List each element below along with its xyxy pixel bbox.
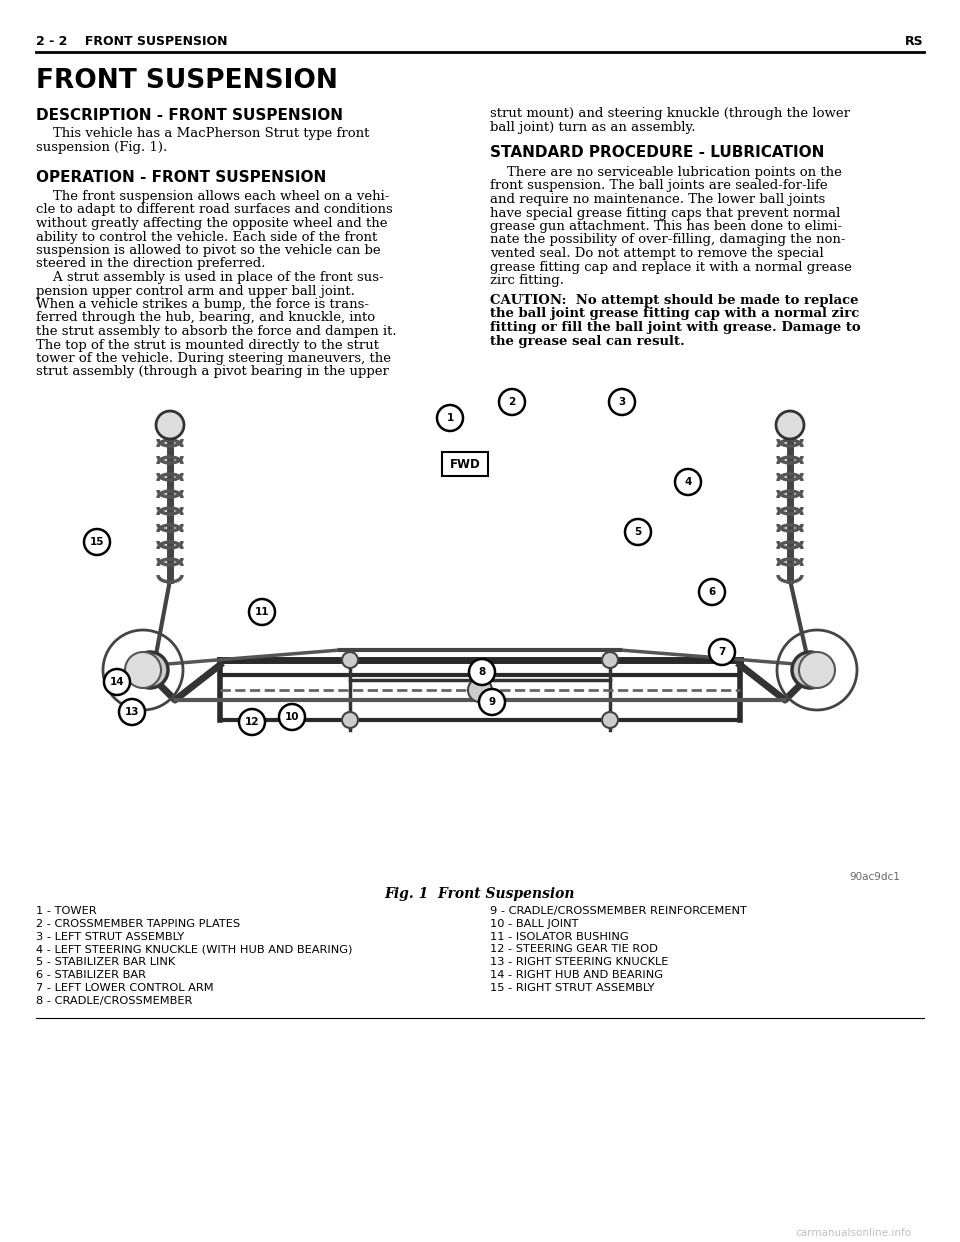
Circle shape [792,652,828,688]
Text: 5 - STABILIZER BAR LINK: 5 - STABILIZER BAR LINK [36,958,176,968]
Text: zirc fitting.: zirc fitting. [490,274,564,287]
Text: tower of the vehicle. During steering maneuvers, the: tower of the vehicle. During steering ma… [36,351,391,365]
Circle shape [609,389,635,415]
Text: 9: 9 [489,697,495,707]
Text: 10: 10 [285,712,300,722]
Circle shape [479,689,505,715]
Text: 1 - TOWER: 1 - TOWER [36,905,97,917]
FancyBboxPatch shape [442,452,488,476]
Text: 1: 1 [446,414,454,424]
Text: 3: 3 [618,397,626,407]
Text: RS: RS [905,35,924,48]
Text: STANDARD PROCEDURE - LUBRICATION: STANDARD PROCEDURE - LUBRICATION [490,145,825,160]
Text: 3 - LEFT STRUT ASSEMBLY: 3 - LEFT STRUT ASSEMBLY [36,932,184,941]
Text: OPERATION - FRONT SUSPENSION: OPERATION - FRONT SUSPENSION [36,170,326,185]
Text: Fig. 1  Front Suspension: Fig. 1 Front Suspension [385,887,575,900]
Text: ability to control the vehicle. Each side of the front: ability to control the vehicle. Each sid… [36,231,377,243]
Text: There are no serviceable lubrication points on the: There are no serviceable lubrication poi… [490,166,842,179]
Text: 2 - 2    FRONT SUSPENSION: 2 - 2 FRONT SUSPENSION [36,35,228,48]
Text: 7: 7 [718,647,726,657]
Circle shape [602,712,618,728]
Text: suspension is allowed to pivot so the vehicle can be: suspension is allowed to pivot so the ve… [36,243,380,257]
Text: 15: 15 [89,537,105,546]
Text: strut mount) and steering knuckle (through the lower: strut mount) and steering knuckle (throu… [490,107,850,120]
Text: vented seal. Do not attempt to remove the special: vented seal. Do not attempt to remove th… [490,247,824,260]
Text: pension upper control arm and upper ball joint.: pension upper control arm and upper ball… [36,284,355,298]
Text: have special grease fitting caps that prevent normal: have special grease fitting caps that pr… [490,206,840,220]
Text: 11 - ISOLATOR BUSHING: 11 - ISOLATOR BUSHING [490,932,629,941]
Circle shape [625,519,651,545]
Text: When a vehicle strikes a bump, the force is trans-: When a vehicle strikes a bump, the force… [36,298,369,310]
Text: 90ac9dc1: 90ac9dc1 [850,872,900,882]
Text: CAUTION:  No attempt should be made to replace: CAUTION: No attempt should be made to re… [490,294,858,307]
Text: 8: 8 [478,667,486,677]
Text: 15 - RIGHT STRUT ASSEMBLY: 15 - RIGHT STRUT ASSEMBLY [490,982,655,992]
Text: The front suspension allows each wheel on a vehi-: The front suspension allows each wheel o… [36,190,390,202]
Text: 12 - STEERING GEAR TIE ROD: 12 - STEERING GEAR TIE ROD [490,944,658,954]
Text: steered in the direction preferred.: steered in the direction preferred. [36,257,266,271]
Text: suspension (Fig. 1).: suspension (Fig. 1). [36,140,167,154]
Text: ball joint) turn as an assembly.: ball joint) turn as an assembly. [490,120,695,133]
Circle shape [699,579,725,605]
Text: 6 - STABILIZER BAR: 6 - STABILIZER BAR [36,970,146,980]
Text: the strut assembly to absorb the force and dampen it.: the strut assembly to absorb the force a… [36,325,396,338]
Text: 9 - CRADLE/CROSSMEMBER REINFORCEMENT: 9 - CRADLE/CROSSMEMBER REINFORCEMENT [490,905,747,917]
Text: FRONT SUSPENSION: FRONT SUSPENSION [36,68,338,94]
Text: 4: 4 [684,477,692,487]
Text: cle to adapt to different road surfaces and conditions: cle to adapt to different road surfaces … [36,204,393,216]
Text: The top of the strut is mounted directly to the strut: The top of the strut is mounted directly… [36,339,379,351]
Circle shape [119,699,145,725]
Text: A strut assembly is used in place of the front sus-: A strut assembly is used in place of the… [36,271,384,284]
Text: FWD: FWD [449,457,480,471]
Circle shape [249,599,275,625]
Text: 5: 5 [635,527,641,537]
Circle shape [342,652,358,668]
Text: the grease seal can result.: the grease seal can result. [490,334,684,348]
Text: 2: 2 [509,397,516,407]
Text: 6: 6 [708,587,715,597]
Text: fitting or fill the ball joint with grease. Damage to: fitting or fill the ball joint with grea… [490,320,860,334]
Text: 13 - RIGHT STEERING KNUCKLE: 13 - RIGHT STEERING KNUCKLE [490,958,668,968]
Text: 2 - CROSSMEMBER TAPPING PLATES: 2 - CROSSMEMBER TAPPING PLATES [36,919,240,929]
Text: grease fitting cap and replace it with a normal grease: grease fitting cap and replace it with a… [490,261,852,273]
Circle shape [437,405,463,431]
Circle shape [156,411,184,438]
Circle shape [602,652,618,668]
Text: 13: 13 [125,707,139,717]
Text: ferred through the hub, bearing, and knuckle, into: ferred through the hub, bearing, and knu… [36,312,375,324]
Bar [36,400,924,881]
Text: 4 - LEFT STEERING KNUCKLE (WITH HUB AND BEARING): 4 - LEFT STEERING KNUCKLE (WITH HUB AND … [36,944,352,954]
Circle shape [342,712,358,728]
Text: the ball joint grease fitting cap with a normal zirc: the ball joint grease fitting cap with a… [490,308,859,320]
Text: 12: 12 [245,717,259,727]
Text: 14 - RIGHT HUB AND BEARING: 14 - RIGHT HUB AND BEARING [490,970,663,980]
Circle shape [675,469,701,496]
Text: strut assembly (through a pivot bearing in the upper: strut assembly (through a pivot bearing … [36,365,389,379]
Circle shape [84,529,110,555]
Text: This vehicle has a MacPherson Strut type front: This vehicle has a MacPherson Strut type… [36,127,370,140]
Text: carmanualsonline.info: carmanualsonline.info [796,1228,912,1238]
Circle shape [469,660,495,686]
Circle shape [499,389,525,415]
Text: front suspension. The ball joints are sealed-for-life: front suspension. The ball joints are se… [490,180,828,193]
Circle shape [468,678,492,702]
Text: grease gun attachment. This has been done to elimi-: grease gun attachment. This has been don… [490,220,842,233]
Text: 7 - LEFT LOWER CONTROL ARM: 7 - LEFT LOWER CONTROL ARM [36,982,214,992]
Text: 11: 11 [254,607,269,617]
Text: without greatly affecting the opposite wheel and the: without greatly affecting the opposite w… [36,217,388,230]
Text: DESCRIPTION - FRONT SUSPENSION: DESCRIPTION - FRONT SUSPENSION [36,108,343,123]
Text: 8 - CRADLE/CROSSMEMBER: 8 - CRADLE/CROSSMEMBER [36,996,192,1006]
Circle shape [776,411,804,438]
Circle shape [709,638,735,664]
Circle shape [104,669,130,696]
Circle shape [799,652,835,688]
Text: and require no maintenance. The lower ball joints: and require no maintenance. The lower ba… [490,193,826,206]
Circle shape [239,709,265,735]
Text: nate the possibility of over-filling, damaging the non-: nate the possibility of over-filling, da… [490,233,846,246]
Circle shape [279,704,305,730]
Circle shape [125,652,161,688]
Text: 10 - BALL JOINT: 10 - BALL JOINT [490,919,579,929]
Circle shape [132,652,168,688]
Text: 14: 14 [109,677,124,687]
